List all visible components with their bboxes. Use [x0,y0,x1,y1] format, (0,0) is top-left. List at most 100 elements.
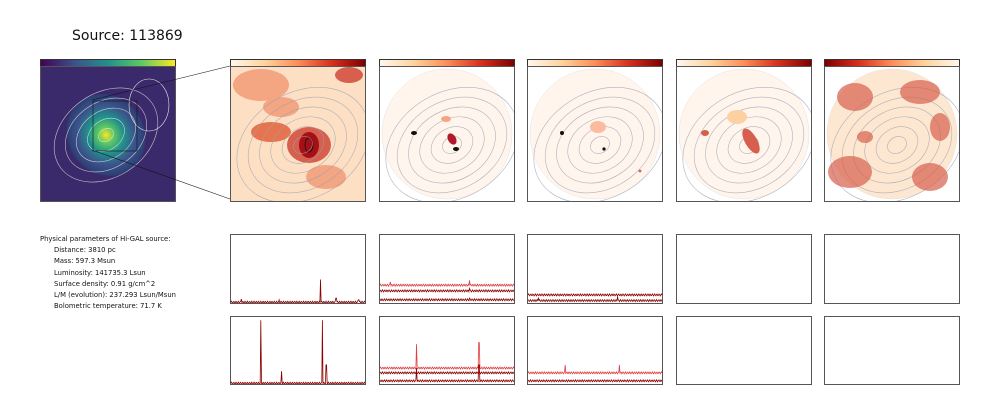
tm2-src-w [411,131,417,135]
spectrum-1-4 [824,316,960,385]
higal-contour-1 [87,117,125,153]
spectrum-line-0-1-1 [379,286,515,294]
map-image-2 [380,67,514,201]
map-2 [379,66,515,202]
contour-4-5 [682,86,811,201]
fov-2 [381,68,513,200]
contour-2-4 [396,96,508,194]
neg-blob-5 [930,113,950,141]
spectrum-1-1 [379,316,515,385]
higal-contour-3 [64,97,148,173]
aca-contour-0 [293,136,313,154]
contour-3-2 [567,116,633,174]
higal-contour-2 [76,107,136,163]
aca-blob-ne [335,67,363,83]
contour-5-0 [887,136,907,154]
contour-2-1 [430,126,474,164]
mix-src-w [701,130,709,136]
map-image-5 [825,67,959,201]
spectrum-line-1-1-2 [379,364,515,383]
zoom-line-top [91,65,231,101]
contour-3-4 [544,96,656,194]
spectrum-plot-0-0 [230,279,366,305]
contour-4-1 [727,126,771,164]
map-0 [40,66,176,202]
tm2-blob-n [441,116,451,122]
spectrum-line-0-2-1 [527,296,663,303]
spectrum-1-2 [527,316,663,385]
contour-3-0 [590,136,610,154]
tm1-blob-n [590,121,606,133]
param-mass: Mass: 597.3 Msun [54,257,116,266]
higal-contour-0 [98,127,114,143]
map-3 [527,66,663,202]
mix-core [742,128,760,154]
aca-contour-1 [281,126,325,164]
tm1-src-se [638,169,642,173]
higal-clump [66,94,146,176]
spectrum-0-2 [527,234,663,304]
tm2-src-s [453,147,459,151]
param-distance: Distance: 3810 pc [54,246,116,255]
zoom-box [92,100,138,152]
spectrum-1-0 [230,316,366,386]
aca-core [299,132,319,158]
spectrum-line-0-1-0 [379,280,515,288]
contour-2-2 [419,116,485,174]
spectrum-plot-1-1 [379,342,515,383]
param-surface-density: Surface density: 0.91 g/cm^2 [54,279,156,288]
map-4 [676,66,812,202]
tm1-src-w [560,131,564,135]
tm1-src-s [602,147,606,151]
contour-5-1 [875,126,919,164]
spectrum-line-0-2-0 [527,293,663,297]
spectrum-0-4 [824,234,960,304]
spectrum-line-1-0-0 [230,320,366,386]
map-image-4 [677,67,811,201]
spectrum-0-1 [379,234,515,304]
neg-blob-0 [837,83,873,111]
aca-contour-3 [259,106,347,184]
param-lm: L/M (evolution): 237.293 Lsun/Msun [54,291,176,300]
map-image-3 [528,67,662,201]
aca-blob-sw [251,122,291,142]
aca-blob-nw [233,69,289,101]
params-heading: Physical parameters of Hi-GAL source: [40,235,171,243]
zoom-line-bottom [91,149,231,200]
map-image-1 [231,67,365,201]
higal-contour-ne [128,78,170,132]
spectrum-1-3 [676,316,812,385]
param-tbol: Bolometric temperature: 71.7 K [54,302,162,311]
aca-contour-2 [270,116,336,174]
tm2-src-core [447,133,457,145]
spectrum-0-3 [676,234,812,304]
aca-contour-4 [247,96,359,194]
neg-blob-3 [912,163,948,191]
contour-4-4 [693,96,805,194]
map-image-0 [41,67,175,201]
neg-blob-1 [900,80,940,104]
param-luminosity: Luminosity: 141735.3 Lsun [54,268,146,277]
contour-3-3 [556,106,644,184]
spectrum-plot-0-1 [379,280,515,302]
spectrum-line-1-2-0 [527,364,663,375]
contour-2-3 [408,106,496,184]
aca-blob-s [306,165,346,189]
contour-5-2 [864,116,930,174]
source-title: Source: 113869 [72,28,183,44]
spectrum-line-1-2-1 [527,378,663,383]
neg-blob-4 [857,131,873,143]
spectrum-line-1-1-0 [379,342,515,370]
spectrum-line-1-1-1 [379,370,515,375]
fov-3 [529,68,661,200]
neg-blob-2 [828,156,872,188]
spectrum-plot-1-2 [527,364,663,383]
spectrum-line-0-1-2 [379,297,515,302]
spectrum-line-0-0-0 [230,279,366,305]
map-1 [230,66,366,202]
physical-parameters: Physical parameters of Hi-GAL source: Di… [40,234,176,312]
spectrum-plot-0-2 [527,293,663,303]
spectrum-plot-1-0 [230,320,366,386]
aca-beam [304,137,314,153]
